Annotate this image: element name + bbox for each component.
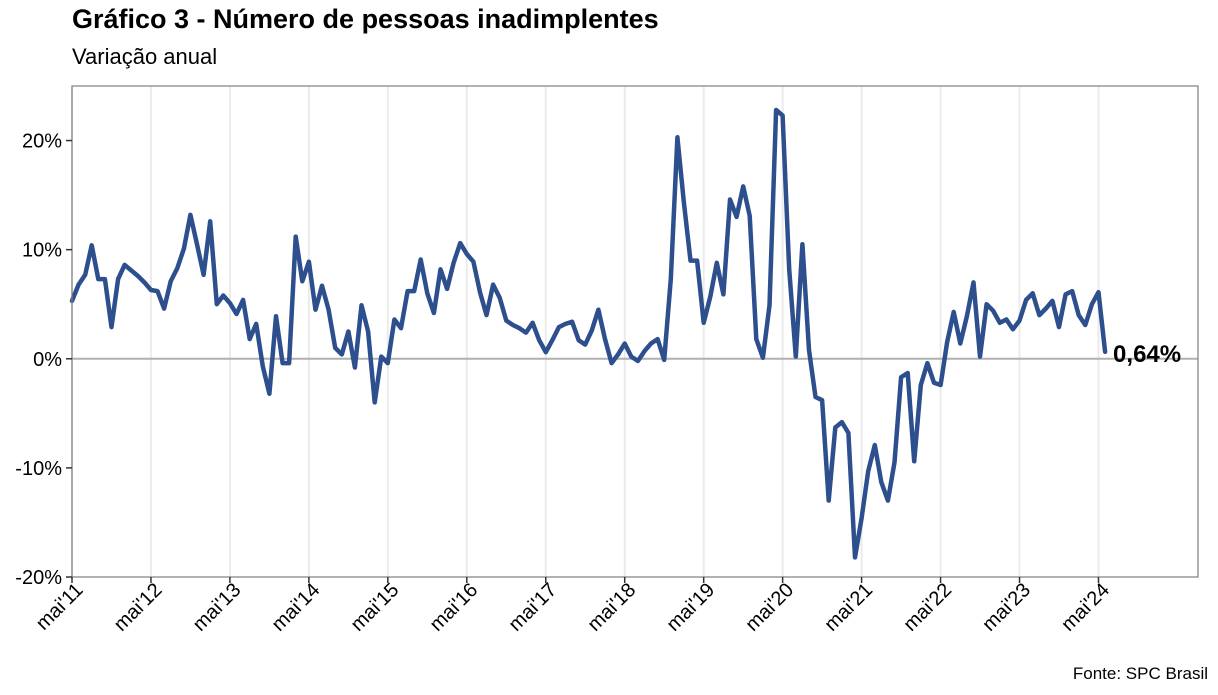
x-tick-label: mai'12 bbox=[110, 579, 167, 636]
x-tick-label: mai'14 bbox=[268, 579, 325, 636]
x-tick-label: mai'13 bbox=[189, 579, 246, 636]
axes: mai'11 mai'12 mai'13 mai'14 mai'15 mai'16 mai'… bbox=[15, 131, 1114, 636]
y-tick-label: 0% bbox=[33, 349, 62, 371]
y-tick-label: -10% bbox=[15, 458, 62, 480]
x-tick-label: mai'15 bbox=[347, 579, 404, 636]
x-tick-label: mai'16 bbox=[426, 579, 483, 636]
x-tick-label: mai'23 bbox=[978, 579, 1035, 636]
end-value-label: 0,64% bbox=[1113, 341, 1181, 368]
plot-frame bbox=[71, 85, 1199, 578]
x-tick-label: mai'17 bbox=[505, 579, 562, 636]
chart-subtitle: Variação anual bbox=[72, 44, 218, 69]
series-line bbox=[69, 107, 1108, 560]
chart-title: Gráfico 3 - Número de pessoas inadimplen… bbox=[72, 4, 659, 34]
x-tick-label: mai'18 bbox=[583, 579, 640, 636]
source-note: Fonte: SPC Brasil bbox=[1072, 664, 1208, 683]
x-tick-label: mai'19 bbox=[662, 579, 719, 636]
x-tick-label: mai'20 bbox=[741, 579, 798, 636]
x-tick-label: mai'24 bbox=[1057, 579, 1114, 636]
x-tick-label: mai'21 bbox=[820, 579, 877, 636]
y-tick-label: 20% bbox=[22, 131, 62, 153]
x-tick-label: mai'22 bbox=[899, 579, 956, 636]
gridlines bbox=[71, 86, 1100, 577]
y-tick-label: 10% bbox=[22, 240, 62, 262]
y-tick-label: -20% bbox=[15, 567, 62, 589]
